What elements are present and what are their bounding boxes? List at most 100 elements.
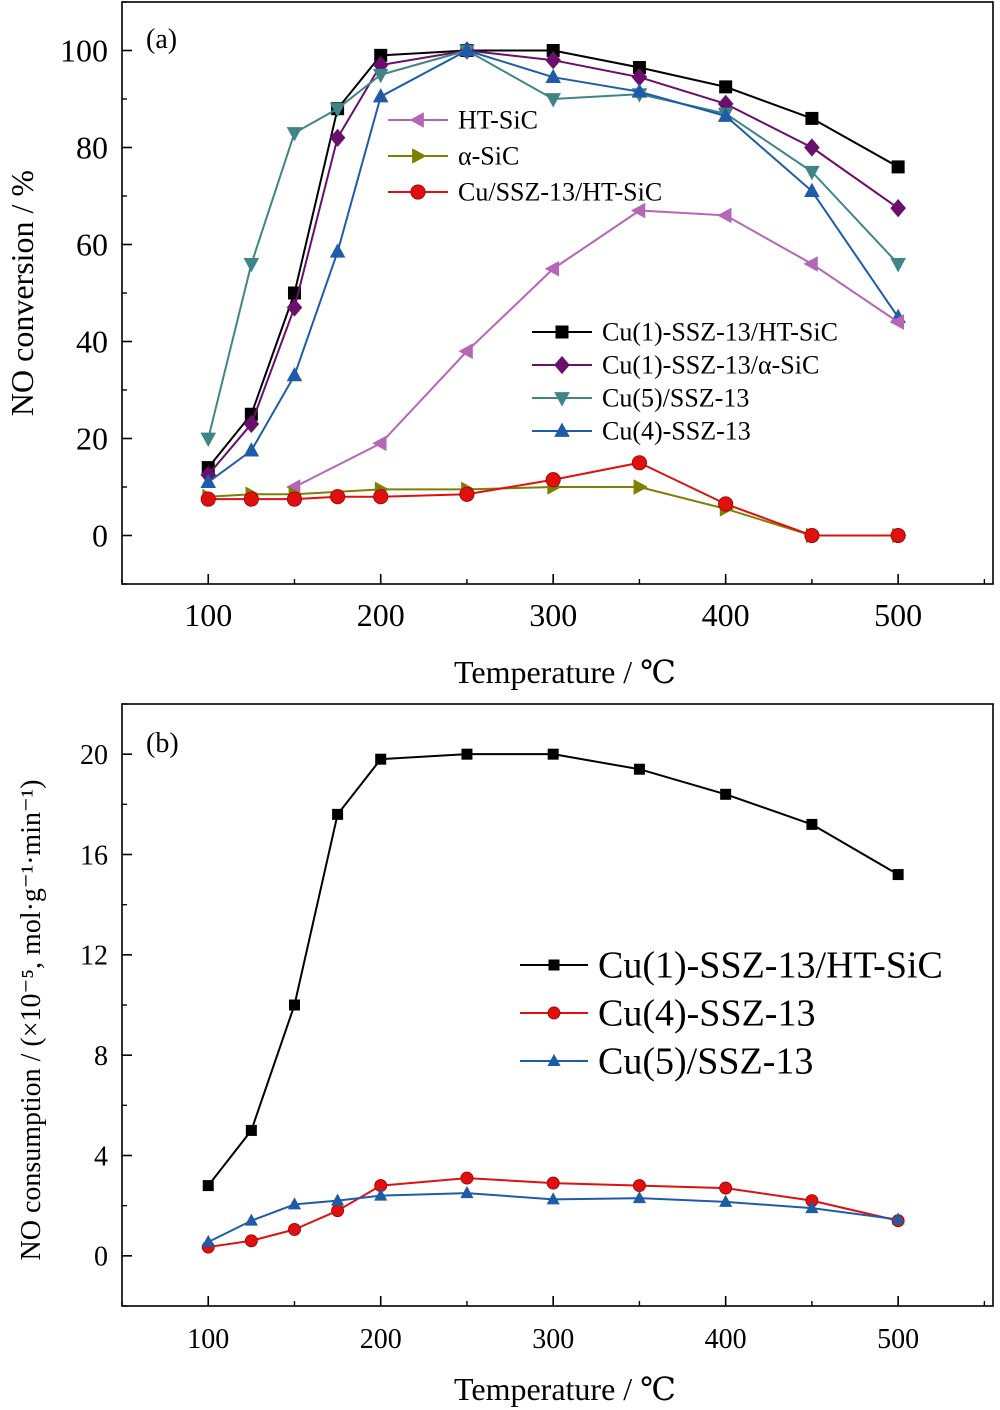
panel-a-series-line-cu-1-ssz-13-alpha-sic: [207, 49, 899, 476]
panel-b-data-point: [330, 1193, 345, 1206]
panel-a: 100 200 300 400 500 0 20 40 60 80 100 (a) Temperat…: [4, 1, 994, 690]
panel-b-series-cu-4-ssz-13: [201, 1171, 905, 1254]
panel-a-data-point: [891, 160, 905, 174]
panel-a-data-point: [804, 165, 820, 181]
panel-a-legend-item: Cu(4)-SSZ-13: [532, 417, 751, 446]
panel-a-x-tick-label: 300: [529, 597, 577, 633]
panel-a-data-point: [890, 199, 906, 218]
panel-b-legend: Cu(1)-SSZ-13/HT-SiC Cu(4)-SSZ-13 Cu(5)/SSZ…: [520, 945, 943, 1083]
panel-b-data-point: [892, 869, 904, 881]
panel-a-data-point: [719, 80, 733, 94]
panel-b-x-tick-label: 500: [877, 1324, 919, 1355]
panel-b-y-tick-label: 8: [94, 1041, 108, 1072]
panel-a-legend-item: Cu(1)-SSZ-13/α-SiC: [532, 351, 819, 380]
panel-a-data-point: [804, 182, 820, 197]
panel-a-data-point: [286, 298, 303, 317]
panel-a-legend-item: Cu/SSZ-13/HT-SiC: [388, 178, 662, 207]
panel-a-data-point: [632, 60, 646, 74]
panel-b-data-point: [546, 1192, 560, 1205]
panel-a-data-point: [631, 68, 648, 87]
panel-a-data-point: [243, 442, 260, 457]
panel-a-series-line-cu-5-ssz-13: [207, 49, 899, 439]
panel-a-data-point: [374, 48, 388, 62]
panel-a-y-tick-label: 60: [76, 227, 108, 263]
panel-a-data-point: [545, 93, 561, 108]
panel-a-x-tick-label: 200: [357, 597, 405, 633]
panel-a-legend-label: Cu(1)-SSZ-13/α-SiC: [602, 351, 819, 380]
panel-b-legend-marker: [548, 959, 560, 971]
panel-a-y-tick-label: 0: [92, 518, 108, 554]
panel-a-data-point: [459, 42, 475, 57]
panel-a-legend-marker: [554, 422, 570, 437]
panel-b-series-cu-5-ssz-13: [201, 1185, 905, 1247]
panel-b-legend-item: Cu(5)/SSZ-13: [520, 1041, 813, 1083]
panel-a-legend-right: Cu(1)-SSZ-13/HT-SiC Cu(1)-SSZ-13/α-SiC Cu(…: [532, 318, 838, 446]
panel-a-legend-label: Cu(1)-SSZ-13/HT-SiC: [602, 318, 838, 347]
panel-b-legend-item: Cu(1)-SSZ-13/HT-SiC: [520, 945, 943, 987]
panel-a-data-point: [372, 88, 389, 103]
panel-b-data-point: [547, 748, 559, 760]
panel-b-legend-marker: [547, 1006, 561, 1020]
panel-b-data-point: [460, 1171, 474, 1185]
panel-a-data-point: [200, 473, 217, 488]
panel-b-x-axis-label: Temperature / ℃: [454, 1371, 676, 1407]
panel-a-data-point: [890, 258, 906, 273]
panel-a-data-point: [630, 202, 646, 219]
panel-b-y-tick-label: 16: [80, 840, 108, 871]
panel-b-legend-label: Cu(5)/SSZ-13: [598, 1041, 813, 1083]
panel-a-data-point: [329, 243, 346, 258]
panel-a-data-point: [633, 479, 648, 495]
panel-a-series-ht-sic: [286, 202, 904, 495]
panel-a-x-tick-label: 500: [874, 597, 922, 633]
panel-a-series-alpha-sic: [202, 479, 907, 544]
panel-b-data-point: [288, 1223, 301, 1236]
panel-a-legend-marker: [409, 112, 424, 128]
panel-b-data-point: [720, 788, 732, 800]
panel-a-series-cu-1-ssz-13-alpha-sic: [200, 41, 906, 484]
panel-a-data-point: [286, 491, 303, 507]
panel-a-data-point: [889, 314, 904, 330]
panel-a-y-tick-label: 40: [76, 324, 108, 360]
panel-a-x-tick-label: 100: [184, 597, 232, 633]
panel-a-data-point: [372, 435, 387, 452]
panel-a-data-point: [544, 260, 560, 277]
panel-a-data-point: [545, 51, 561, 70]
panel-a-series-cu-4-ssz-13: [200, 42, 906, 488]
panel-b-data-point: [245, 1124, 257, 1136]
panel-a-legend-label: α-SiC: [458, 142, 519, 171]
panel-b: 100 200 300 400 500 0 4 8 12 16 20 (b) Temperature…: [16, 703, 994, 1407]
panel-a-legend-item: α-SiC: [388, 142, 519, 171]
panel-b-legend-label: Cu(4)-SSZ-13: [598, 993, 815, 1035]
panel-a-series-line-cu-1-ssz-13-ht-sic: [207, 49, 899, 469]
panel-a-data-point: [200, 491, 216, 507]
panel-b-x-tick-label: 400: [705, 1324, 747, 1355]
panel-a-data-point: [458, 343, 473, 359]
panel-a-data-point: [718, 496, 734, 512]
panel-a-x-tick-label: 400: [702, 597, 750, 633]
panel-b-x-tick-label: 300: [532, 1324, 574, 1355]
panel-a-data-point: [804, 138, 820, 157]
panel-a-legend-item: HT-SiC: [388, 106, 538, 135]
panel-a-legend-label: HT-SiC: [458, 106, 538, 135]
panel-a-legend-upper: HT-SiC α-SiC Cu/SSZ-13/HT-SiC: [388, 106, 662, 207]
panel-a-data-point: [286, 367, 303, 382]
panel-a-series-line-ht-sic: [294, 209, 899, 488]
panel-b-data-point: [632, 1179, 646, 1193]
panel-a-legend-label: Cu(5)/SSZ-13: [602, 384, 749, 413]
panel-a-legend-marker: [554, 355, 570, 375]
panel-a-data-point: [243, 491, 259, 507]
panel-a-data-point: [286, 479, 301, 495]
panel-b-data-point: [375, 753, 387, 765]
panel-a-data-point: [286, 127, 303, 142]
panel-a-data-layer: [200, 41, 907, 544]
panel-b-x-tick-label: 200: [360, 1324, 402, 1355]
panel-b-label: (b): [146, 728, 179, 759]
panel-b-data-point: [546, 1176, 560, 1190]
panel-a-y-tick-label: 20: [76, 421, 108, 457]
panel-a-data-point: [243, 414, 260, 434]
panel-a-data-point: [717, 207, 732, 224]
panel-a-legend-item: Cu(5)/SSZ-13: [532, 384, 749, 413]
panel-a-y-axis-label: NO conversion / %: [4, 170, 40, 416]
panel-a-legend-label: Cu(4)-SSZ-13: [602, 417, 751, 446]
